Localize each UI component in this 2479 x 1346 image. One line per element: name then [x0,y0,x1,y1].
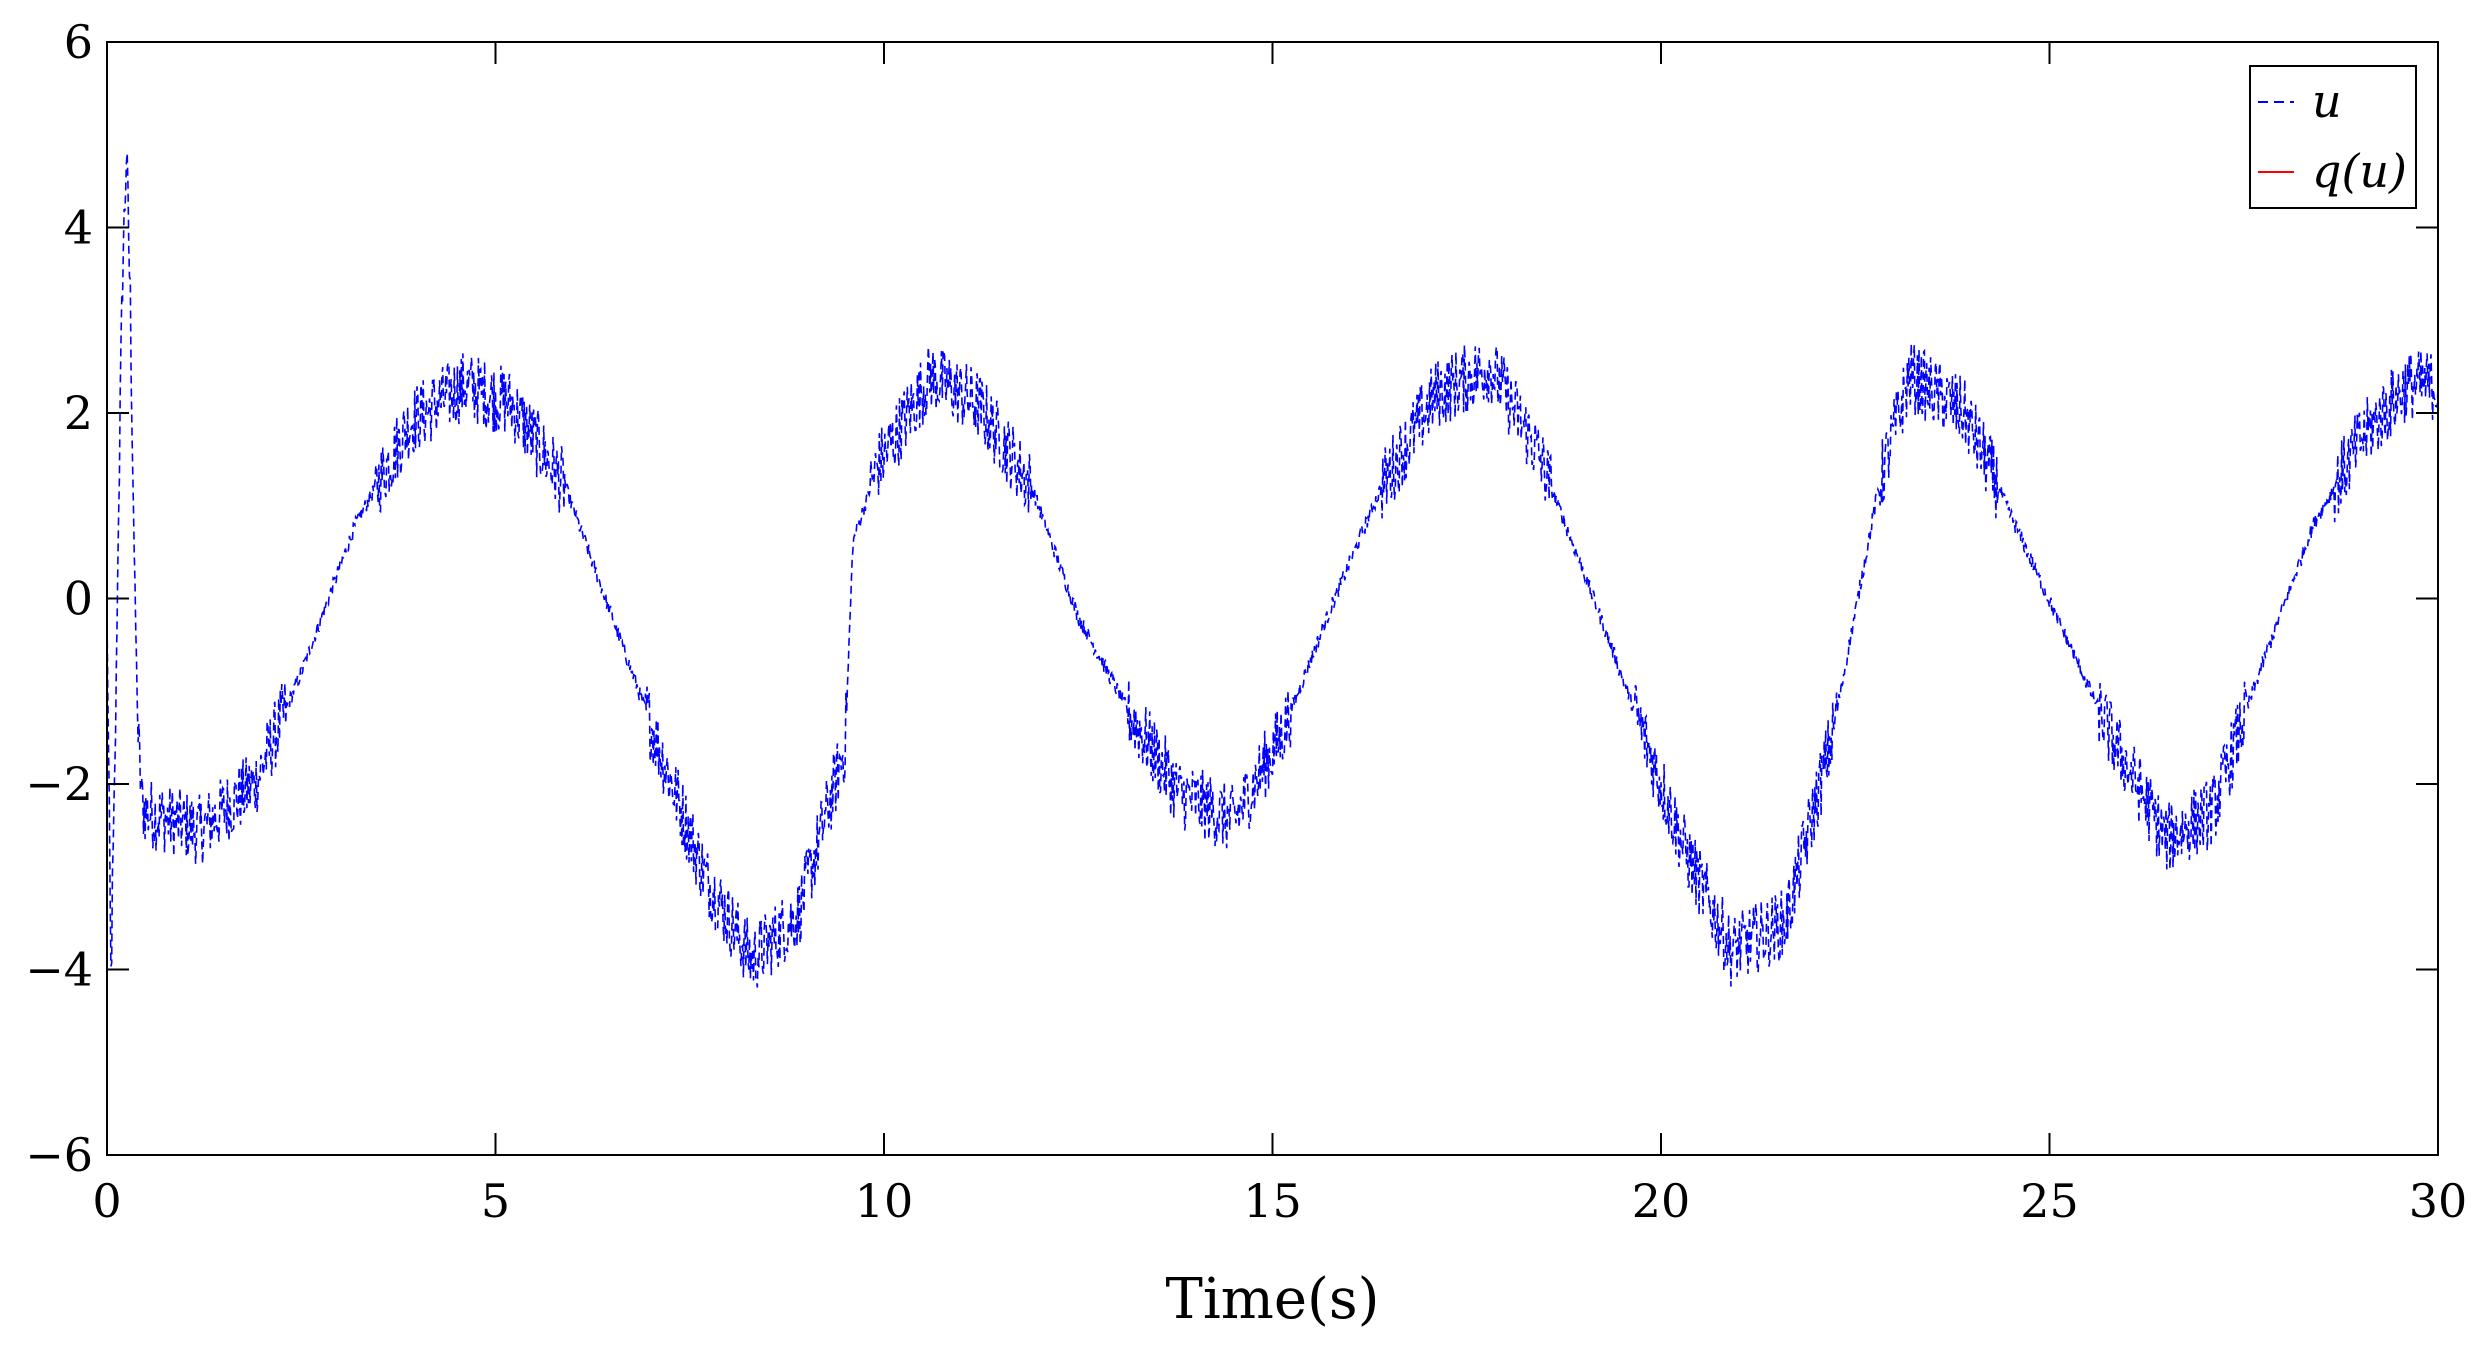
x-axis-title: Time(s) [1166,1267,1380,1332]
legend-label-q-u: q(u) [2312,144,2407,198]
y-tick-label: −2 [25,757,93,811]
x-tick-label: 25 [2020,1174,2079,1228]
legend: u q(u) [2249,65,2417,209]
x-tick-label: 30 [2409,1174,2468,1228]
legend-label-u: u [2312,74,2342,128]
y-tick-label: 2 [64,386,93,440]
x-tick-label: 10 [855,1174,914,1228]
x-tick-label: 15 [1243,1174,1302,1228]
y-tick-label: 6 [64,15,93,69]
series-layer [106,153,2439,988]
y-tick-label: 0 [64,572,93,626]
y-tick-label: −6 [25,1128,93,1182]
series-line-u [106,153,2439,988]
x-tick-label: 0 [92,1174,121,1228]
x-tick-label: 20 [1632,1174,1691,1228]
plot-area [107,42,2438,1155]
x-tick-label: 5 [481,1174,510,1228]
y-tick-label: −4 [25,943,93,997]
y-tick-label: 4 [64,201,93,255]
legend-box [2249,65,2417,209]
